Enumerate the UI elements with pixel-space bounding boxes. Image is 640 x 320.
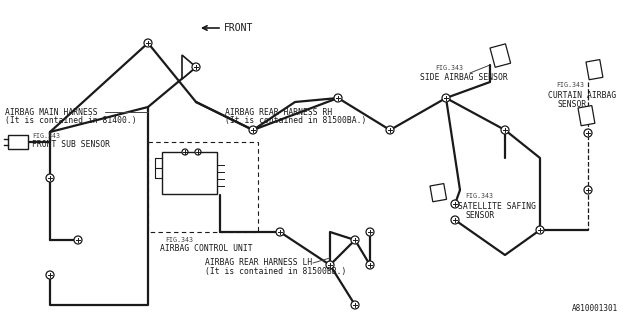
Bar [578,106,595,126]
Circle shape [366,228,374,236]
Circle shape [182,149,188,155]
Text: (It is contained in 81500BB.): (It is contained in 81500BB.) [205,267,346,276]
Bar [490,44,511,67]
Text: FRONT: FRONT [224,23,253,33]
Text: SENSOR: SENSOR [557,100,586,109]
Text: FIG.343: FIG.343 [435,65,463,71]
Circle shape [451,216,459,224]
Circle shape [366,261,374,269]
Text: CURTAIN AIRBAG: CURTAIN AIRBAG [548,91,616,100]
Polygon shape [182,55,196,79]
Text: SATELLITE SAFING: SATELLITE SAFING [458,202,536,211]
Text: AIRBAG REAR HARNESS RH: AIRBAG REAR HARNESS RH [225,108,332,117]
Circle shape [536,226,544,234]
Text: AIRBAG MAIN HARNESS: AIRBAG MAIN HARNESS [5,108,98,117]
Circle shape [584,186,592,194]
Circle shape [46,174,54,182]
Text: (It is contained in 81500BA.): (It is contained in 81500BA.) [225,116,366,125]
Bar [586,60,603,80]
Text: FRONT SUB SENSOR: FRONT SUB SENSOR [32,140,110,149]
Text: FIG.343: FIG.343 [32,133,60,139]
Circle shape [249,126,257,134]
Circle shape [351,301,359,309]
Circle shape [144,39,152,47]
Circle shape [584,129,592,137]
Circle shape [501,126,509,134]
Circle shape [326,261,334,269]
Text: (It is contained in 81400.): (It is contained in 81400.) [5,116,136,125]
Bar [162,152,217,194]
Circle shape [334,94,342,102]
Text: A810001301: A810001301 [572,304,618,313]
Circle shape [451,200,459,208]
Circle shape [351,236,359,244]
Circle shape [74,236,82,244]
Circle shape [386,126,394,134]
Text: AIRBAG CONTROL UNIT: AIRBAG CONTROL UNIT [160,244,253,253]
Circle shape [192,63,200,71]
Circle shape [195,149,201,155]
Circle shape [442,94,450,102]
Text: FIG.343: FIG.343 [165,237,193,243]
Text: FIG.343: FIG.343 [465,193,493,199]
Circle shape [46,271,54,279]
Bar [430,184,447,202]
Text: SENSOR: SENSOR [466,211,495,220]
Text: SIDE AIRBAG SENSOR: SIDE AIRBAG SENSOR [420,73,508,82]
Text: FIG.343: FIG.343 [556,82,584,88]
Text: AIRBAG REAR HARNESS LH: AIRBAG REAR HARNESS LH [205,258,312,267]
Circle shape [276,228,284,236]
Bar [8,135,28,149]
